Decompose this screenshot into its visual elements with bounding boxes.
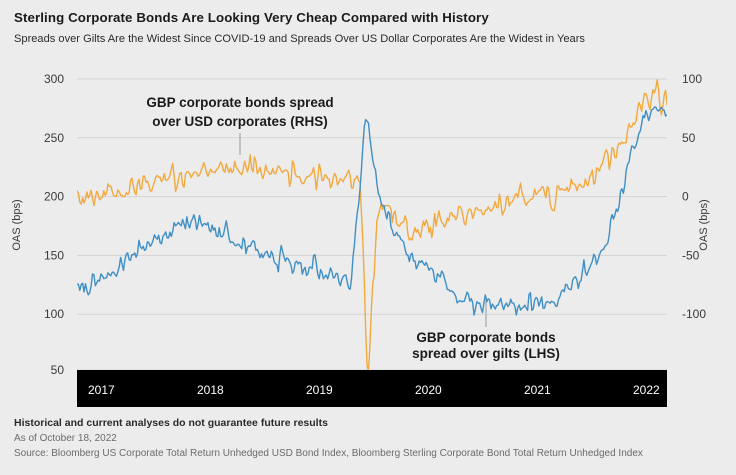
svg-text:300: 300 — [44, 72, 64, 86]
svg-text:100: 100 — [682, 72, 702, 86]
svg-text:GBP corporate bonds spread: GBP corporate bonds spread — [146, 95, 333, 110]
svg-text:50: 50 — [682, 131, 696, 145]
svg-text:spread over gilts (LHS): spread over gilts (LHS) — [412, 346, 560, 361]
svg-text:-100: -100 — [682, 307, 706, 321]
svg-text:2019: 2019 — [306, 383, 333, 397]
svg-text:2021: 2021 — [524, 383, 551, 397]
svg-text:OAS (bps): OAS (bps) — [698, 199, 710, 250]
svg-text:2020: 2020 — [415, 383, 442, 397]
svg-text:OAS (bps): OAS (bps) — [11, 199, 23, 250]
svg-text:150: 150 — [44, 248, 64, 262]
svg-text:over USD corporates (RHS): over USD corporates (RHS) — [152, 114, 328, 129]
svg-text:100: 100 — [44, 307, 64, 321]
svg-text:250: 250 — [44, 131, 64, 145]
svg-text:50: 50 — [51, 363, 65, 377]
svg-text:2018: 2018 — [197, 383, 224, 397]
svg-text:GBP corporate bonds: GBP corporate bonds — [416, 330, 555, 345]
svg-text:0: 0 — [682, 190, 689, 204]
svg-text:2022: 2022 — [633, 383, 660, 397]
svg-text:2017: 2017 — [88, 383, 115, 397]
svg-text:200: 200 — [44, 190, 64, 204]
